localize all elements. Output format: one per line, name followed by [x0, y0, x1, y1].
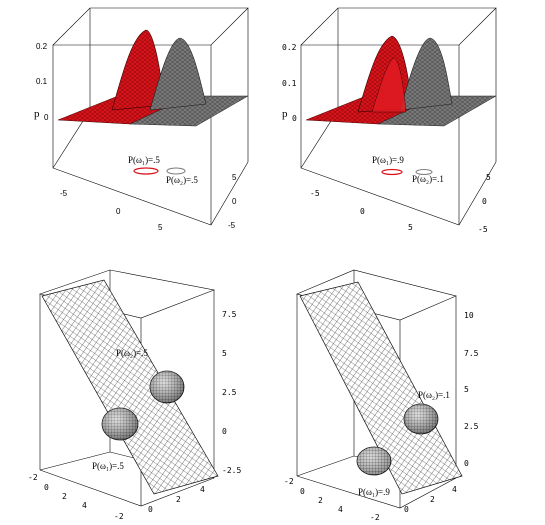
z-tick: 7.5 — [464, 349, 479, 358]
y-tick: 2 — [318, 496, 323, 505]
ellipsoid-class2 — [149, 370, 185, 404]
y-tick: -2 — [284, 477, 294, 486]
x-tick: 2 — [430, 495, 435, 504]
contour-class2 — [415, 169, 433, 175]
y-ticks: -2 0 2 4 — [28, 473, 87, 510]
peak-class2 — [149, 37, 207, 111]
y-tick: -5 — [228, 221, 236, 230]
z-tick: 0.2 — [282, 43, 297, 52]
x-tick: 5 — [408, 223, 413, 232]
decision-plane — [41, 279, 219, 495]
z-tick: 5 — [464, 385, 469, 394]
x-tick: 5 — [158, 223, 163, 232]
ellipsoid-class1 — [356, 446, 392, 476]
panel-bottom-right: P(ω₂)=.1 P(ω₁)=.9 10 7.5 5 2.5 0 -2 0 2 … — [284, 269, 479, 522]
z-tick: 2.5 — [222, 388, 237, 397]
y-ticks: 5 0 -5 — [478, 173, 491, 234]
y-tick: 5 — [486, 173, 491, 182]
z-tick: 0 — [222, 427, 227, 436]
prior-label-class2: P(ω₂)=.1 — [418, 390, 450, 400]
y-tick: -2 — [28, 473, 38, 482]
panel-bottom-left: P(ω₂)=.5 P(ω₁)=.5 7.5 5 2.5 0 -2.5 -2 0 … — [28, 269, 241, 521]
y-tick: 5 — [232, 173, 237, 182]
y-tick: 0 — [482, 197, 487, 206]
ellipsoid-class2 — [403, 403, 439, 435]
z-axis-label: p — [34, 108, 40, 120]
prior-label-class1: P(ω₁)=.9 — [372, 155, 404, 165]
z-ticks: 7.5 5 2.5 0 -2.5 — [222, 310, 241, 475]
peak-class2 — [399, 37, 453, 111]
y-tick: 0 — [300, 487, 305, 496]
x-tick: -2 — [370, 513, 380, 522]
z-tick: 10 — [464, 311, 474, 320]
y-ticks: -2 0 2 4 — [284, 477, 343, 514]
z-tick: 0.2 — [36, 42, 48, 51]
decision-plane — [299, 281, 463, 495]
contour-class2 — [166, 167, 186, 175]
z-ticks: 0.2 0.1 0 — [36, 42, 49, 122]
z-ticks: 0.2 0.1 0 — [282, 43, 297, 123]
prior-label-class1: P(ω₁)=.5 — [92, 461, 124, 471]
x-ticks: -5 0 5 — [310, 189, 413, 232]
y-tick: 4 — [82, 501, 87, 510]
z-tick: 0.1 — [282, 79, 297, 88]
x-tick: -5 — [60, 189, 68, 198]
z-tick: 0 — [44, 113, 49, 122]
ellipsoid-class1 — [101, 407, 139, 441]
z-tick: 0 — [464, 459, 469, 468]
x-tick: 0 — [404, 505, 409, 514]
y-tick: 2 — [62, 492, 67, 501]
bounding-box — [300, 7, 497, 226]
x-tick: -2 — [114, 512, 124, 521]
y-ticks: 5 0 -5 — [228, 173, 237, 230]
density-surface — [305, 35, 497, 127]
density-surface — [57, 29, 249, 127]
z-ticks: 10 7.5 5 2.5 0 — [464, 311, 479, 468]
z-axis-label: p — [282, 108, 288, 120]
z-tick: 2.5 — [464, 422, 479, 431]
y-tick: -5 — [478, 225, 488, 234]
x-tick: 2 — [176, 495, 181, 504]
contour-class1 — [133, 167, 159, 175]
prior-label-class1: P(ω₁)=.5 — [128, 155, 160, 165]
x-tick: 4 — [452, 485, 457, 494]
x-ticks: -2 0 2 4 — [370, 485, 457, 522]
bounding-box — [52, 7, 249, 226]
prior-label-class2: P(ω₂)=.1 — [412, 174, 444, 184]
z-tick: 0.1 — [36, 77, 48, 86]
x-tick: 4 — [200, 485, 205, 494]
x-tick: 0 — [148, 505, 153, 514]
x-tick: -5 — [310, 189, 320, 198]
contour-class1 — [381, 168, 403, 176]
x-tick: 0 — [116, 207, 121, 216]
prior-label-class1: P(ω₁)=.9 — [358, 487, 390, 497]
x-tick: 0 — [360, 207, 365, 216]
prior-label-class2: P(ω₂)=.5 — [116, 348, 148, 358]
z-tick: 7.5 — [222, 310, 237, 319]
y-tick: 0 — [232, 197, 237, 206]
x-ticks: -2 0 2 4 — [114, 485, 205, 521]
z-tick: -2.5 — [222, 466, 241, 475]
z-tick: 0 — [292, 114, 297, 123]
panel-top-left: p 0.2 0.1 0 -5 0 5 5 0 -5 P(ω₁)=.5 P(ω₂)… — [34, 7, 249, 232]
panel-top-right: p 0.2 0.1 0 -5 0 5 5 0 -5 P(ω₁)=.9 P(ω₂)… — [282, 7, 497, 234]
z-tick: 5 — [222, 349, 227, 358]
prior-label-class2: P(ω₂)=.5 — [166, 175, 198, 185]
x-ticks: -5 0 5 — [60, 189, 163, 232]
y-tick: 0 — [44, 483, 49, 492]
y-tick: 4 — [338, 505, 343, 514]
peak-class1-front — [371, 57, 407, 113]
